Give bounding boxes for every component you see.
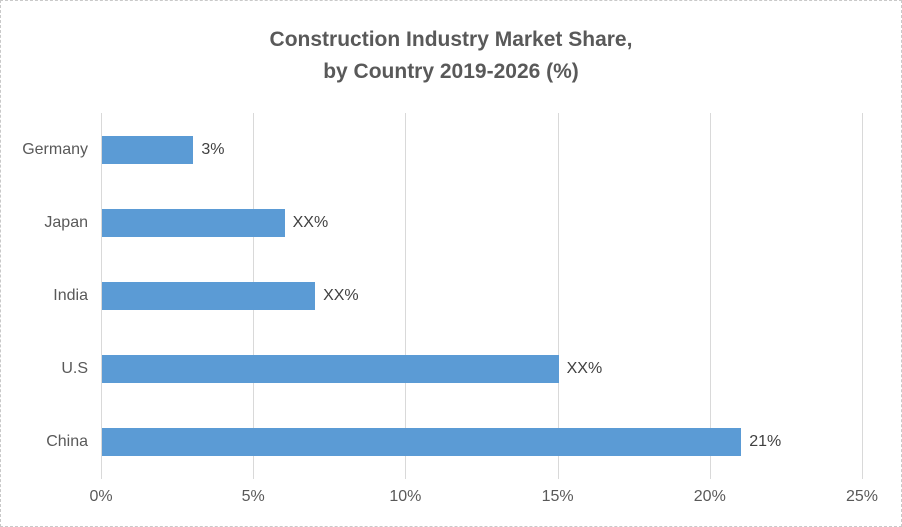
bar — [102, 354, 559, 383]
gridline — [709, 113, 711, 479]
bar — [102, 135, 194, 164]
data-label: 21% — [749, 432, 782, 450]
data-label: XX% — [566, 359, 603, 377]
x-tick-label: 15% — [541, 488, 574, 505]
category-label: Germany — [22, 140, 88, 158]
data-label: XX% — [292, 213, 329, 231]
bar — [102, 281, 316, 310]
x-tick-label: 25% — [845, 488, 879, 505]
y-axis-line — [101, 113, 102, 479]
bar — [102, 208, 285, 237]
category-label: India — [53, 286, 88, 304]
category-label: U.S — [61, 359, 88, 377]
x-tick-label: 5% — [241, 488, 265, 505]
chart-title: Construction Industry Market Share, by C… — [1, 24, 901, 88]
gridline — [862, 113, 863, 479]
gridline — [405, 113, 407, 479]
gridline — [557, 113, 559, 479]
data-label: 3% — [201, 140, 225, 158]
category-label: China — [46, 432, 88, 450]
x-tick-label: 20% — [693, 488, 726, 505]
x-tick-label: 0% — [89, 488, 113, 505]
chart-title-line-2: by Country 2019-2026 (%) — [323, 60, 579, 83]
category-label: Japan — [44, 213, 88, 231]
data-label: XX% — [323, 286, 359, 304]
bar — [102, 427, 742, 456]
chart-title-line-1: Construction Industry Market Share, — [269, 28, 633, 51]
x-tick-label: 10% — [389, 488, 422, 505]
